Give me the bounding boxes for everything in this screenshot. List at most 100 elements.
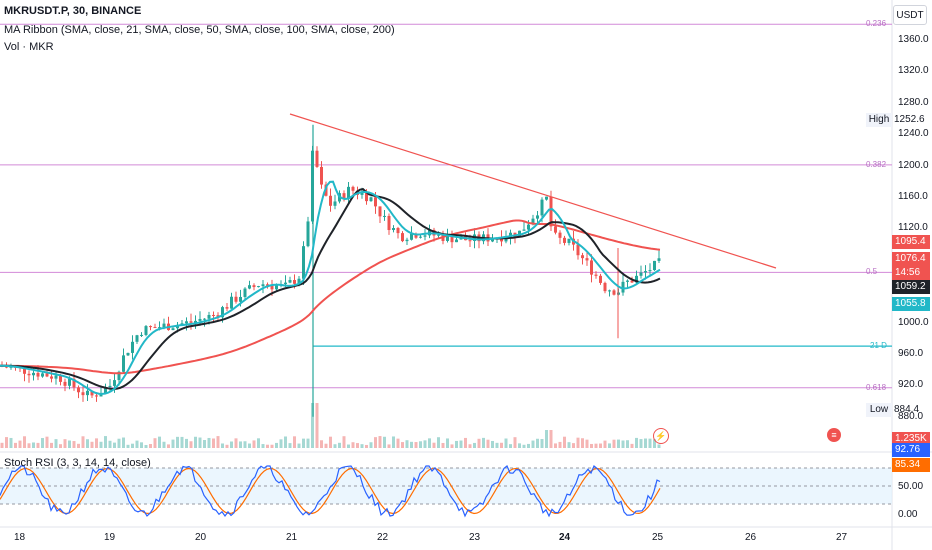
volume-bar xyxy=(626,440,629,448)
price-tick: 960.0 xyxy=(898,348,924,359)
volume-bar xyxy=(99,441,103,448)
volume-bar xyxy=(590,443,593,448)
volume-bar xyxy=(527,443,530,448)
candle xyxy=(288,276,292,284)
countdown-tag: 14:56 xyxy=(892,266,930,280)
candles xyxy=(0,145,661,402)
volume-bar xyxy=(27,443,31,448)
volume-bar xyxy=(86,439,89,448)
symbol-title[interactable]: MKRUSDT.P, 30, BINANCE xyxy=(4,5,142,17)
volume-bar xyxy=(540,439,544,448)
volume-bar xyxy=(194,436,197,448)
candle xyxy=(122,348,125,374)
currency-button[interactable]: USDT xyxy=(893,5,927,25)
stoch-k-line xyxy=(0,465,661,518)
time-tick: 19 xyxy=(104,532,116,543)
volume-bar xyxy=(594,443,598,448)
volume-bar xyxy=(342,436,346,448)
volume-bar xyxy=(104,436,107,448)
time-tick: 22 xyxy=(377,532,389,543)
candle xyxy=(428,224,431,239)
candle xyxy=(306,216,310,248)
fib-level-label: 0.236 xyxy=(866,19,887,29)
stoch-rsi-legend[interactable]: Stoch RSI (3, 3, 14, 14, close) xyxy=(4,457,151,469)
candle xyxy=(108,379,112,392)
volume-bars xyxy=(0,403,661,448)
time-tick: 24 xyxy=(559,532,571,543)
candle xyxy=(234,291,238,304)
us-flag-event-icon[interactable]: ≡ xyxy=(827,428,841,442)
volume-bar xyxy=(279,439,283,448)
stoch-tick-0: 0.00 xyxy=(898,509,918,520)
time-tick: 27 xyxy=(836,532,848,543)
candle xyxy=(81,386,85,402)
volume-bar xyxy=(41,438,44,448)
volume-bar xyxy=(207,437,211,448)
candle xyxy=(608,289,611,297)
volume-bar xyxy=(621,440,625,448)
volume-bar xyxy=(108,440,112,448)
volume-bar xyxy=(126,444,130,448)
volume-bar xyxy=(545,430,548,448)
time-tick: 26 xyxy=(745,532,757,543)
volume-bar xyxy=(401,442,404,448)
volume-bar xyxy=(648,438,652,448)
lightning-event-icon[interactable]: ⚡ xyxy=(653,428,669,444)
stoch-d-tag: 85.34 xyxy=(892,458,930,472)
volume-bar xyxy=(221,443,224,448)
volume-bar xyxy=(491,440,494,448)
stoch-k-tag: 92.76 xyxy=(892,443,930,457)
volume-bar xyxy=(473,442,476,448)
candle xyxy=(104,383,107,394)
price-tick: 920.0 xyxy=(898,379,924,391)
candle xyxy=(545,196,548,201)
volume-bar xyxy=(72,441,76,448)
volume-bar xyxy=(212,438,215,448)
price-tick: 1000.0 xyxy=(898,316,929,328)
volume-bar xyxy=(23,436,26,448)
volume-bar xyxy=(365,444,368,448)
volume-bar xyxy=(9,437,13,448)
descending-trendline xyxy=(289,113,777,269)
volume-bar xyxy=(581,438,584,448)
ma21-line xyxy=(0,180,661,395)
volume-bar xyxy=(261,444,265,448)
candle xyxy=(315,146,319,168)
candle xyxy=(225,302,229,312)
volume-bar xyxy=(135,440,139,448)
volume-bar xyxy=(68,440,71,448)
volume-bar xyxy=(531,440,535,448)
candle xyxy=(77,385,80,399)
ma21-price-tag: 1055.8 xyxy=(892,297,930,311)
volume-legend[interactable]: Vol · MKR xyxy=(4,41,54,53)
volume-bar xyxy=(396,438,400,448)
volume-bar xyxy=(266,444,269,448)
volume-tag: 1.235K xyxy=(892,432,930,446)
volume-bar xyxy=(122,437,125,448)
volume-bar xyxy=(198,437,202,448)
volume-bar xyxy=(567,442,571,448)
volume-bar xyxy=(324,443,328,448)
time-tick: 23 xyxy=(469,532,481,543)
candle xyxy=(27,370,31,383)
high-value: 1252.6 xyxy=(894,114,925,125)
volume-bar xyxy=(216,436,220,448)
candle xyxy=(657,250,661,263)
price-tick: 1200.0 xyxy=(898,159,929,171)
volume-bar xyxy=(140,442,143,448)
price-tick: 1240.0 xyxy=(898,128,929,140)
volume-bar xyxy=(162,441,166,448)
volume-bar xyxy=(90,441,94,448)
candle xyxy=(261,279,265,294)
volume-bar xyxy=(414,442,418,448)
ma200-line xyxy=(0,219,661,375)
candle xyxy=(257,285,260,288)
candle xyxy=(599,273,602,285)
volume-bar xyxy=(374,437,377,448)
volume-bar xyxy=(509,444,512,448)
volume-bar xyxy=(225,444,229,448)
volume-bar xyxy=(504,438,508,448)
ma-ribbon-legend[interactable]: MA Ribbon (SMA, close, 21, SMA, close, 5… xyxy=(4,24,395,36)
low-label: Low xyxy=(866,403,892,417)
